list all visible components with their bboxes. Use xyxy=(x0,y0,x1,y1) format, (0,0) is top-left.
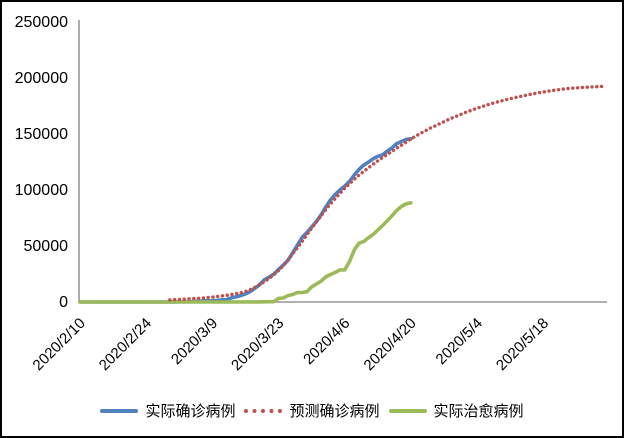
legend-label-actual-cured: 实际治愈病例 xyxy=(433,403,524,420)
svg-text:2020/4/6: 2020/4/6 xyxy=(300,315,353,368)
legend-item-actual-cured: 实际治愈病例 xyxy=(388,400,524,421)
svg-text:50000: 50000 xyxy=(24,238,69,255)
svg-text:2020/3/23: 2020/3/23 xyxy=(228,315,287,374)
svg-text:2020/4/20: 2020/4/20 xyxy=(361,315,420,374)
chart-legend: 实际确诊病例 预测确诊病例 实际治愈病例 xyxy=(2,400,622,421)
svg-text:2020/5/4: 2020/5/4 xyxy=(433,315,486,368)
legend-item-actual-confirmed: 实际确诊病例 xyxy=(100,400,235,421)
svg-text:200000: 200000 xyxy=(15,70,68,87)
svg-text:150000: 150000 xyxy=(15,126,68,143)
legend-label-actual-confirmed: 实际确诊病例 xyxy=(145,403,236,420)
legend-line-sample-actual-confirmed xyxy=(100,408,139,413)
svg-text:100000: 100000 xyxy=(15,182,68,199)
svg-text:2020/2/24: 2020/2/24 xyxy=(96,315,155,374)
svg-text:0: 0 xyxy=(59,294,68,311)
legend-dotted-sample-predicted-confirmed xyxy=(244,408,283,413)
svg-text:2020/3/9: 2020/3/9 xyxy=(168,315,221,368)
legend-line-sample-actual-cured xyxy=(388,408,427,413)
legend-label-predicted-confirmed: 预测确诊病例 xyxy=(289,403,380,420)
svg-text:2020/5/18: 2020/5/18 xyxy=(493,315,552,374)
svg-text:2020/2/10: 2020/2/10 xyxy=(30,315,89,374)
legend-item-predicted-confirmed: 预测确诊病例 xyxy=(244,400,380,421)
svg-text:250000: 250000 xyxy=(15,14,68,31)
